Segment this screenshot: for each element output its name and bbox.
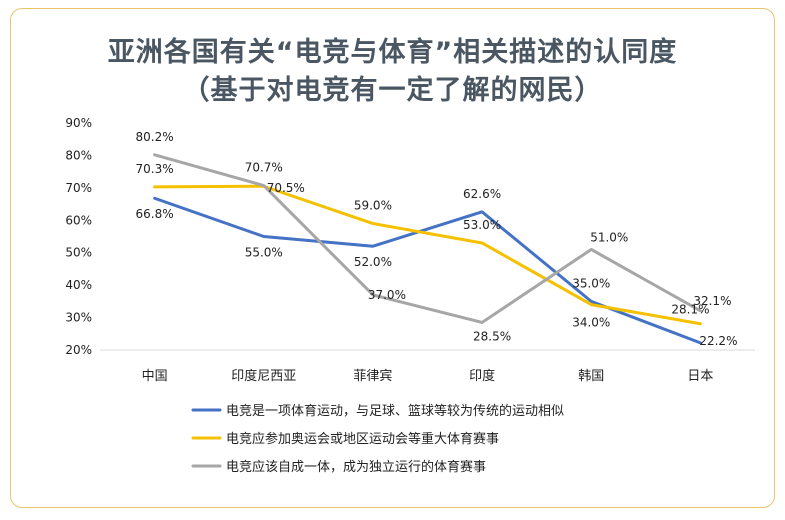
series-line (153, 196, 702, 345)
data-label: 34.0% (572, 316, 610, 330)
x-category-label: 日本 (687, 369, 713, 384)
data-label: 32.1% (693, 294, 731, 308)
legend-label: 电竞是一项体育运动，与足球、篮球等较为传统的运动相似 (226, 403, 564, 419)
data-label: 52.0% (354, 255, 392, 269)
chart-title: 亚洲各国有关“电竞与体育”相关描述的认同度 (107, 37, 678, 68)
y-tick-label: 60% (65, 213, 92, 227)
data-label: 28.1% (671, 303, 709, 317)
series-line (153, 153, 702, 324)
chart-subtitle: （基于对电竞有一定了解的网民） (182, 75, 603, 106)
data-label: 51.0% (590, 230, 628, 244)
data-label: 62.6% (463, 187, 501, 201)
data-label: 53.0% (463, 218, 501, 232)
data-label: 66.8% (136, 207, 174, 221)
data-label: 59.0% (354, 199, 392, 213)
y-tick-label: 50% (65, 246, 92, 260)
data-label: 80.2% (136, 130, 174, 144)
x-category-label: 韩国 (578, 369, 604, 384)
chart-frame (10, 8, 775, 508)
data-label: 35.0% (572, 276, 610, 290)
series-line (153, 184, 702, 326)
data-label: 55.0% (245, 246, 283, 260)
y-tick-label: 30% (65, 311, 92, 325)
x-category-label: 菲律宾 (353, 368, 392, 384)
x-category-label: 印度尼西亚 (231, 368, 296, 384)
data-label: 22.2% (699, 334, 737, 348)
legend-label: 电竞应参加奥运会或地区运动会等重大体育赛事 (226, 431, 499, 447)
y-tick-label: 40% (65, 278, 92, 292)
data-label: 37.0% (368, 288, 406, 302)
y-tick-label: 80% (65, 148, 92, 162)
x-category-label: 印度 (469, 368, 495, 384)
data-label: 28.5% (473, 329, 511, 343)
y-tick-label: 20% (65, 343, 92, 357)
x-category-label: 中国 (142, 369, 168, 384)
y-tick-label: 90% (65, 116, 92, 130)
legend-label: 电竞应该自成一体，成为独立运行的体育赛事 (226, 459, 486, 475)
y-tick-label: 70% (65, 181, 92, 195)
data-label: 70.3% (136, 162, 174, 176)
data-label: 70.5% (267, 181, 305, 195)
data-label: 70.7% (245, 161, 283, 175)
